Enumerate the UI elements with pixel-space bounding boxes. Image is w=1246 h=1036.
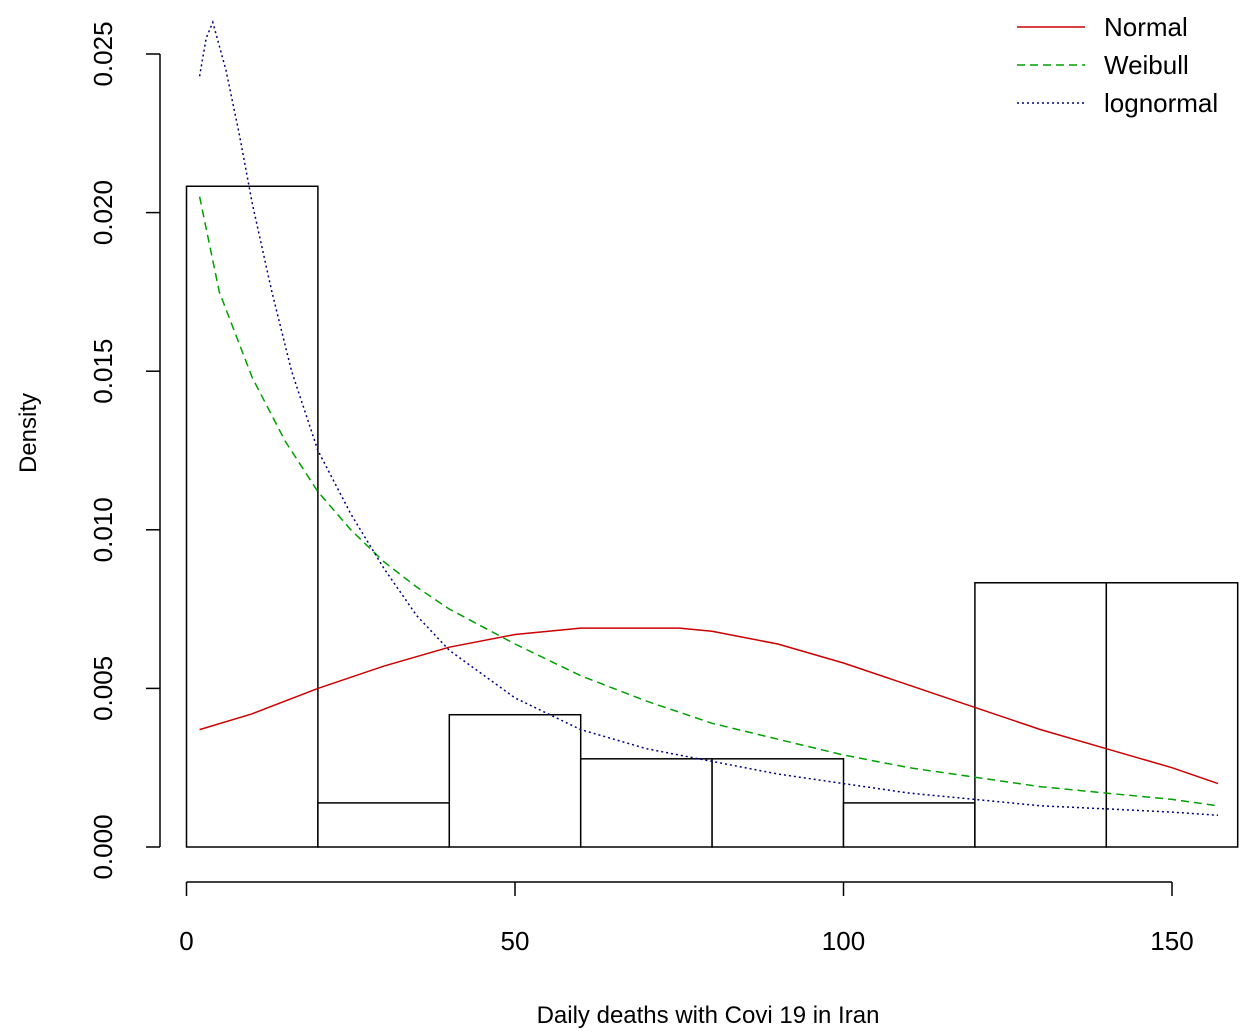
y-tick-label: 0.010: [88, 497, 118, 562]
y-tick-label: 0.020: [88, 180, 118, 245]
x-tick-label: 0: [179, 926, 193, 956]
y-tick-label: 0.025: [88, 21, 118, 86]
histogram-bars: [185, 185, 1239, 848]
legend: Normal Weibull lognormal: [1017, 12, 1218, 118]
legend-label-normal: Normal: [1104, 12, 1188, 42]
legend-label-weibull: Weibull: [1104, 50, 1189, 80]
y-tick-label: 0.015: [88, 339, 118, 404]
y-tick-label: 0.005: [88, 656, 118, 721]
histogram-bar: [448, 713, 582, 848]
density-curve-normal: [199, 627, 1219, 785]
histogram-bar: [317, 802, 451, 848]
density-curves: [198, 20, 1219, 817]
x-axis-title: Daily deaths with Covi 19 in Iran: [537, 1002, 880, 1029]
histogram-bar: [711, 758, 845, 848]
legend-label-lognormal: lognormal: [1104, 88, 1218, 118]
density-curve-weibull: [198, 196, 1219, 807]
histogram-bar: [185, 185, 319, 848]
histogram-bar: [579, 758, 713, 848]
x-tick-label: 50: [501, 926, 530, 956]
histogram-bar: [974, 582, 1108, 848]
y-axis-title: Density: [15, 393, 42, 473]
y-tick-label: 0.000: [88, 814, 118, 879]
x-tick-label: 100: [822, 926, 865, 956]
axes: 0 50 100 150 0.000 0.005 0.010 0.015 0.020 0.025: [88, 21, 1194, 956]
histogram-bar: [842, 802, 976, 848]
histogram-bar: [1105, 582, 1239, 848]
x-tick-label: 150: [1150, 926, 1193, 956]
